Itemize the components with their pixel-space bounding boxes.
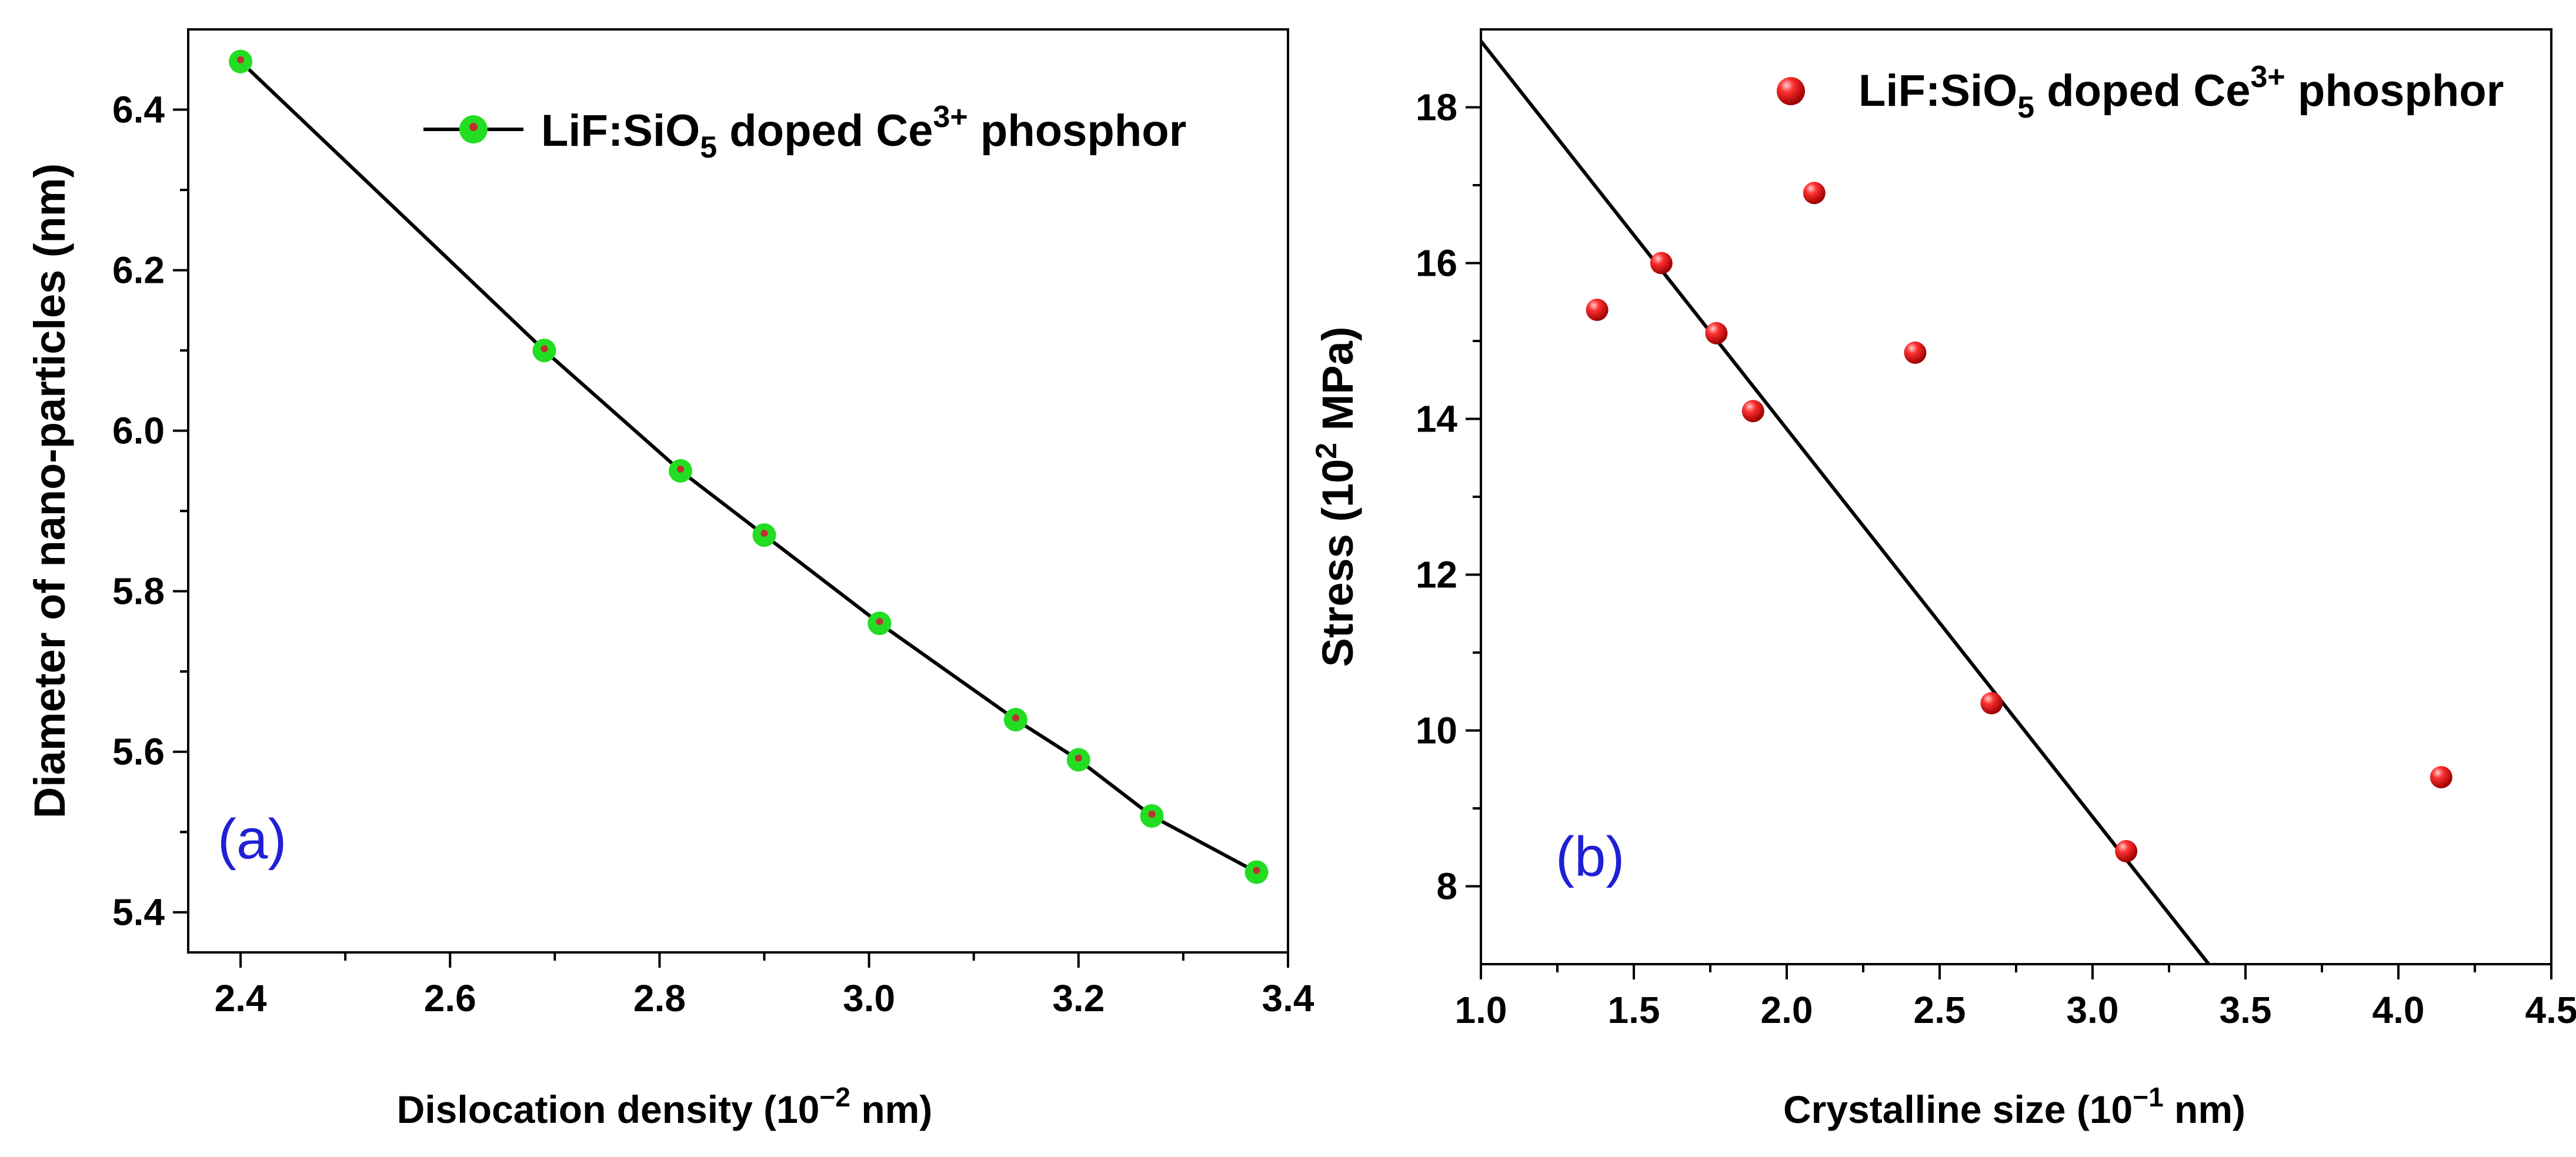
panel-a-data-point-center — [1012, 714, 1019, 722]
panel-a-frame — [187, 28, 1289, 954]
panel-b-xlabel-unit: nm) — [2164, 1088, 2245, 1131]
panel-a-ytick-label: 6.0 — [112, 410, 165, 452]
panel-b-data — [1479, 40, 2452, 965]
panel-b-xtick-label: 3.5 — [2220, 989, 2272, 1031]
panel-b-data-point — [1980, 692, 2003, 715]
panel-b-data-point — [1904, 341, 1927, 364]
panel-b-data-point — [2430, 766, 2452, 788]
panel-b-data-point — [1650, 252, 1673, 275]
panel-b-legend-mid: doped Ce — [2034, 66, 2250, 116]
panel-a-data-point-center — [1253, 867, 1260, 874]
panel-a-data-point-center — [540, 345, 548, 353]
panel-a-xlabel-text: Dislocation density (10 — [397, 1088, 820, 1131]
panel-a-legend-mid: doped Ce — [717, 106, 933, 156]
panel-b-xtick-label: 1.5 — [1608, 989, 1660, 1031]
panel-b-ytick-label: 12 — [1416, 554, 1457, 596]
panel-a-legend: LiF:SiO5 doped Ce3+ phosphor — [423, 100, 1186, 165]
panel-b-ytick-label: 8 — [1436, 865, 1457, 908]
panel-a-xtick-label: 3.0 — [843, 977, 895, 1019]
panel-a-xtick-label: 2.8 — [633, 977, 686, 1019]
panel-a-legend-sup: 3+ — [933, 100, 967, 134]
panel-b-xtick-label: 1.0 — [1455, 989, 1507, 1031]
panel-a-xtick-label: 2.6 — [424, 977, 476, 1019]
panel-b-legend-suffix: phosphor — [2285, 66, 2504, 116]
panel-b-data-point — [2115, 840, 2138, 862]
panel-a-legend-marker-dot — [469, 123, 478, 131]
panel-b-legend-prefix: LiF:SiO — [1858, 66, 2017, 116]
panel-a-data-point-center — [760, 530, 768, 537]
panel-b-xtick-label: 4.5 — [2525, 989, 2576, 1031]
panel-a-ytick-label: 5.8 — [112, 570, 165, 613]
panel-a-xtick-label: 3.2 — [1052, 977, 1105, 1019]
panel-a-legend-sub: 5 — [700, 131, 717, 165]
panel-a-data-point-center — [237, 56, 245, 63]
panel-a-xtick-label: 2.4 — [215, 977, 267, 1019]
panel-b-ylabel-text: Stress (10 — [1313, 459, 1362, 667]
panel-a-ytick-label: 5.6 — [112, 731, 165, 773]
panel-b-ytick-label: 10 — [1416, 710, 1457, 752]
panel-b-fit-line — [1479, 40, 2210, 965]
panel-b-xtick-label: 2.0 — [1761, 989, 1813, 1031]
panel-a-data — [229, 49, 1269, 884]
panel-b-xlabel-text: Crystalline size (10 — [1783, 1088, 2133, 1131]
panel-b-ticks: 1.0 1.5 2.0 2.5 3.0 3.5 4.0 4.5 8 10 12 14 16 18 — [1416, 86, 2576, 1032]
panel-a-xlabel-unit: nm) — [850, 1088, 932, 1131]
panel-b-ytick-label: 16 — [1416, 242, 1457, 285]
panel-a-data-point-center — [1148, 810, 1156, 818]
panel-a-legend-text: LiF:SiO5 doped Ce3+ phosphor — [541, 100, 1186, 165]
panel-a-label: (a) — [218, 808, 286, 871]
panel-a-xlabel-exp: −2 — [820, 1082, 850, 1112]
panel-b-ylabel-exp: 2 — [1310, 443, 1343, 459]
panel-a-ytick-label: 6.4 — [112, 89, 165, 131]
panel-b-legend-sup: 3+ — [2250, 60, 2285, 94]
panel-b-legend-text: LiF:SiO5 doped Ce3+ phosphor — [1858, 60, 2504, 125]
panel-b-ytick-label: 18 — [1416, 86, 1457, 129]
panel-a-series-line — [239, 60, 1257, 874]
panel-b-xtick-label: 2.5 — [1914, 989, 1966, 1031]
panel-a-ticks: 2.4 2.6 2.8 3.0 3.2 3.4 5.4 5.6 5.8 6.0 6.2 6.4 — [112, 89, 1314, 1019]
panel-b-ylabel: Stress (102 MPa) — [1310, 327, 1362, 667]
panel-a-xtick-label: 3.4 — [1262, 977, 1314, 1019]
panel-a-data-point-center — [1075, 754, 1082, 762]
panel-b-xlabel-exp: −1 — [2133, 1082, 2163, 1112]
panel-a-legend-suffix: phosphor — [968, 106, 1187, 156]
panel-a-data-point-center — [677, 465, 685, 473]
panel-b-xtick-label: 3.0 — [2067, 989, 2119, 1031]
panel-b-xtick-label: 4.0 — [2373, 989, 2425, 1031]
panel-a-ytick-label: 5.4 — [112, 891, 165, 934]
panel-a-xlabel: Dislocation density (10−2 nm) — [397, 1082, 933, 1131]
panel-b-xlabel: Crystalline size (10−1 nm) — [1783, 1082, 2245, 1131]
panel-b-data-point — [1705, 322, 1728, 345]
panel-b-frame — [1480, 28, 2552, 965]
panel-a-data-point-center — [876, 618, 883, 626]
panel-b-legend-sub: 5 — [2017, 91, 2034, 125]
panel-b-data-point — [1741, 400, 1764, 423]
panel-b-data-point — [1803, 182, 1826, 205]
panel-b-data-point — [1586, 299, 1609, 321]
panel-b-legend-marker — [1777, 77, 1805, 105]
panel-a-legend-prefix: LiF:SiO — [541, 106, 700, 156]
panel-a: 2.4 2.6 2.8 3.0 3.2 3.4 5.4 5.6 5.8 6.0 6.2 6.4 (a)… — [25, 28, 1314, 1131]
panel-b-label: (b) — [1556, 825, 1624, 888]
panel-a-ylabel: Diameter of nano-particles (nm) — [25, 163, 74, 818]
panel-b-ytick-label: 14 — [1416, 398, 1458, 440]
panel-a-ytick-label: 6.2 — [112, 249, 165, 292]
panel-b-ylabel-unit: MPa) — [1313, 327, 1362, 443]
panel-b-legend: LiF:SiO5 doped Ce3+ phosphor — [1777, 60, 2504, 125]
